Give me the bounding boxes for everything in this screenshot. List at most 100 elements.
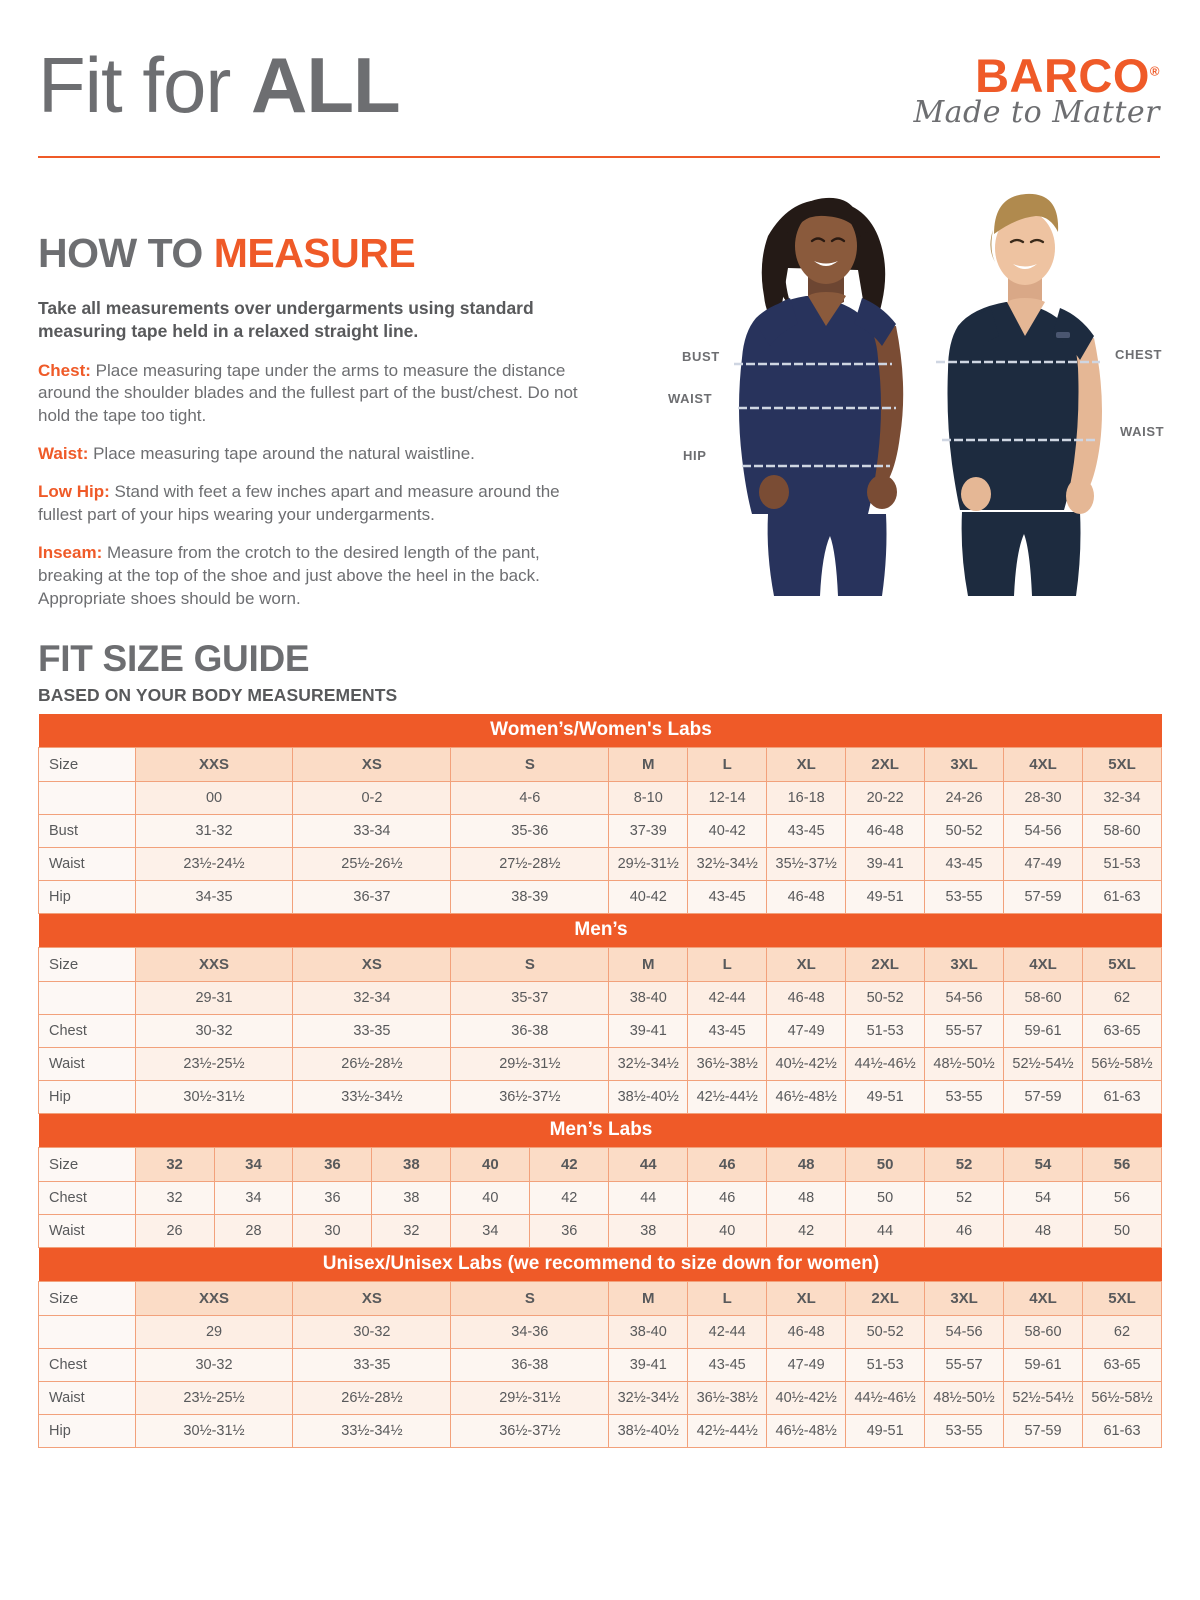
- table-size-cell: XL: [766, 947, 847, 982]
- table-row: Chest 32 34 36 38 40 42 44 46 48 50 52 54 56: [38, 1181, 1162, 1215]
- table-size-cell: 2XL: [845, 747, 926, 782]
- table-size-cell: XXS: [134, 1281, 294, 1316]
- table-numeric-size-cell: 54-56: [924, 981, 1005, 1015]
- table-size-cell: 48: [766, 1147, 847, 1182]
- table-row: Waist 23½-24½ 25½-26½ 27½-28½ 29½-31½ 32½-34½…: [38, 847, 1162, 881]
- table-data-cell: 46: [924, 1214, 1005, 1248]
- page-title-light: Fit for: [38, 41, 252, 129]
- table-data-cell: 36-37: [292, 880, 452, 914]
- table-data-cell: 30: [292, 1214, 373, 1248]
- table-numeric-size-cell: 35-37: [450, 981, 610, 1015]
- table-row: Waist 23½-25½ 26½-28½ 29½-31½ 32½-34½ 36½-38½…: [38, 1381, 1162, 1415]
- table-numeric-size-cell: 58-60: [1003, 981, 1083, 1015]
- table-data-cell: 32: [134, 1181, 215, 1215]
- how-to-measure-heading: HOW TO MEASURE: [38, 230, 618, 277]
- measure-item-waist: Waist: Place measuring tape around the n…: [38, 443, 608, 466]
- table-data-cell: 30-32: [134, 1014, 294, 1048]
- table-data-cell: 38½-40½: [608, 1080, 689, 1114]
- table-numeric-size-cell: 54-56: [924, 1315, 1005, 1349]
- table-data-cell: 54-56: [1003, 814, 1083, 848]
- table-data-cell: 38: [608, 1214, 689, 1248]
- table-row: Chest 30-32 33-35 36-38 39-41 43-45 47-49 51-53…: [38, 1014, 1162, 1048]
- table-row-label: Bust: [38, 814, 136, 848]
- table-row-label: Size: [38, 747, 136, 782]
- table-numeric-size-row: 29 30-32 34-36 38-40 42-44 46-48 50-52 54-56 58-…: [38, 1315, 1162, 1349]
- measure-item-chest-label: Chest:: [38, 360, 91, 380]
- table-data-cell: 31-32: [134, 814, 294, 848]
- table-data-cell: 42: [766, 1214, 847, 1248]
- table-data-cell: 56½-58½: [1082, 1381, 1162, 1415]
- table-size-cell: 3XL: [924, 1281, 1005, 1316]
- table-numeric-size-cell: 32-34: [1082, 781, 1162, 815]
- table-data-cell: 47-49: [1003, 847, 1083, 881]
- table-size-cell: S: [450, 947, 610, 982]
- table-data-cell: 40½-42½: [766, 1047, 847, 1081]
- table-numeric-size-row: 29-31 32-34 35-37 38-40 42-44 46-48 50-52 54-56…: [38, 981, 1162, 1015]
- table-data-cell: 44½-46½: [845, 1381, 926, 1415]
- table-data-cell: 40-42: [608, 880, 689, 914]
- table-size-cell: XS: [292, 947, 452, 982]
- table-size-cell: L: [687, 1281, 768, 1316]
- measure-item-waist-text: Place measuring tape around the natural …: [88, 444, 475, 464]
- table-data-cell: 28: [213, 1214, 294, 1248]
- measure-item-low-hip: Low Hip: Stand with feet a few inches ap…: [38, 481, 608, 527]
- table-data-cell: 48½-50½: [924, 1047, 1005, 1081]
- table-size-cell: 2XL: [845, 1281, 926, 1316]
- table-data-cell: 50-52: [924, 814, 1005, 848]
- table-row-label: Chest: [38, 1014, 136, 1048]
- models-svg: [734, 193, 1102, 596]
- table-size-cell: M: [608, 1281, 689, 1316]
- table-data-cell: 50: [845, 1181, 926, 1215]
- table-data-cell: 33-35: [292, 1014, 452, 1048]
- page-header: Fit for ALL BARCO® Made to Matter: [0, 0, 1200, 168]
- table-data-cell: 32½-34½: [608, 1381, 689, 1415]
- table-row-label: Size: [38, 947, 136, 982]
- table-row-label: [38, 981, 136, 1015]
- male-model-figure: [936, 193, 1102, 596]
- table-numeric-size-cell: 46-48: [766, 1315, 847, 1349]
- table-data-cell: 48: [1003, 1214, 1083, 1248]
- table-data-cell: 26½-28½: [292, 1381, 452, 1415]
- table-data-cell: 38½-40½: [608, 1414, 689, 1448]
- label-chest: CHEST: [1115, 347, 1163, 362]
- table-row-label: Size: [38, 1281, 136, 1316]
- table-numeric-size-cell: 46-48: [766, 981, 847, 1015]
- table-section-band-label: Men’s: [38, 913, 1162, 948]
- table-data-cell: 44: [845, 1214, 926, 1248]
- table-row: Chest 30-32 33-35 36-38 39-41 43-45 47-49 51-53…: [38, 1348, 1162, 1382]
- table-data-cell: 40-42: [687, 814, 768, 848]
- table-numeric-size-cell: 34-36: [450, 1315, 610, 1349]
- table-data-cell: 46½-48½: [766, 1080, 847, 1114]
- size-chart-table: Women’s/Women's Labs Size XXS XS S M L XL 2XL 3XL…: [38, 714, 1162, 1448]
- table-data-cell: 50: [1082, 1214, 1162, 1248]
- table-row-label: Waist: [38, 847, 136, 881]
- table-numeric-size-cell: 38-40: [608, 1315, 689, 1349]
- measure-item-inseam: Inseam: Measure from the crotch to the d…: [38, 542, 608, 611]
- table-data-cell: 46-48: [766, 880, 847, 914]
- table-size-cell: 3XL: [924, 747, 1005, 782]
- table-numeric-size-cell: 4-6: [450, 781, 610, 815]
- table-numeric-size-cell: 50-52: [845, 981, 926, 1015]
- table-row-label: [38, 781, 136, 815]
- table-numeric-size-cell: 62: [1082, 1315, 1162, 1349]
- table-data-cell: 29½-31½: [450, 1047, 610, 1081]
- table-section-band: Unisex/Unisex Labs (we recommend to size…: [38, 1247, 1162, 1282]
- table-data-cell: 63-65: [1082, 1348, 1162, 1382]
- table-data-cell: 36½-38½: [687, 1047, 768, 1081]
- table-size-cell: XL: [766, 747, 847, 782]
- table-data-cell: 30½-31½: [134, 1414, 294, 1448]
- table-numeric-size-cell: 0-2: [292, 781, 452, 815]
- table-data-cell: 26½-28½: [292, 1047, 452, 1081]
- table-data-cell: 23½-24½: [134, 847, 294, 881]
- table-size-cell: 42: [529, 1147, 610, 1182]
- how-to-measure-section: HOW TO MEASURE Take all measurements ove…: [0, 168, 1200, 638]
- table-row-label: Waist: [38, 1381, 136, 1415]
- table-data-cell: 39-41: [845, 847, 926, 881]
- table-row-label: Hip: [38, 1414, 136, 1448]
- table-data-cell: 63-65: [1082, 1014, 1162, 1048]
- table-size-row: Size XXS XS S M L XL 2XL 3XL 4XL 5XL: [38, 1281, 1162, 1316]
- measure-item-low-hip-label: Low Hip:: [38, 482, 110, 502]
- table-numeric-size-cell: 42-44: [687, 981, 768, 1015]
- table-data-cell: 53-55: [924, 880, 1005, 914]
- table-size-cell: 5XL: [1082, 947, 1162, 982]
